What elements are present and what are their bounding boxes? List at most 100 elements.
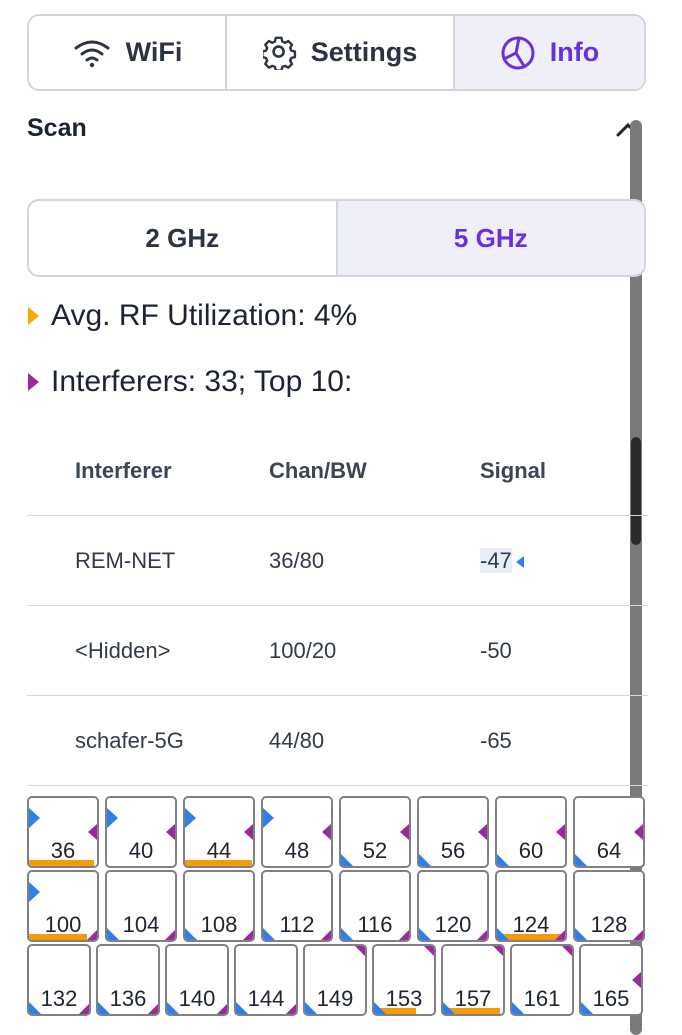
interferer-marker-icon [148,1004,158,1014]
channel-marker-icon [497,854,509,866]
interferer-name: <Hidden> [27,605,269,696]
channel-cell-48[interactable]: 48 [261,796,333,868]
interferer-marker-icon [165,930,175,940]
band-2ghz[interactable]: 2 GHz [145,222,220,253]
channel-cell-100[interactable]: 100 [27,870,99,942]
channel-utilization-bar [29,934,87,940]
channel-cell-153[interactable]: 153 [372,944,436,1016]
interferer-signal: -65 [480,695,648,786]
channel-number: 136 [109,986,147,1011]
channel-marker-icon [185,928,197,940]
tab-info[interactable]: Info [453,16,644,89]
table-row[interactable]: REM-NET 36/80 -47 [27,515,648,606]
channel-marker-icon [29,1002,41,1014]
info-globe-icon [500,35,536,71]
channel-marker-icon [305,1002,317,1014]
channel-number: 108 [200,912,238,937]
channel-marker-icon [341,854,353,866]
table-row[interactable]: schafer-5G 44/80 -65 [27,695,648,786]
channel-number: 64 [596,838,622,863]
col-header-chan-bw: Chan/BW [269,427,480,516]
channel-row-1: 36 40 44 48 52 56 60 64 [27,796,651,868]
interferer-marker-icon [555,930,565,940]
channel-cell-52[interactable]: 52 [339,796,411,868]
channel-number: 120 [434,912,472,937]
interferer-marker-icon [632,972,641,988]
channel-marker-icon [236,1002,248,1014]
channel-cell-144[interactable]: 144 [234,944,298,1016]
channel-cell-132[interactable]: 132 [27,944,91,1016]
channel-cell-165[interactable]: 165 [579,944,643,1016]
channel-cell-36[interactable]: 36 [27,796,99,868]
channel-cell-149[interactable]: 149 [303,944,367,1016]
interferer-marker-icon [321,930,331,940]
interferer-marker-icon [286,1004,296,1014]
channel-marker-icon [581,1002,593,1014]
channel-number: 128 [590,912,628,937]
channel-marker-icon [443,1002,455,1014]
channel-utilization-bar [29,860,94,866]
channel-marker-icon [167,1002,179,1014]
channel-marker-icon [575,928,587,940]
channel-cell-112[interactable]: 112 [261,870,333,942]
channel-cell-157[interactable]: 157 [441,944,505,1016]
interferer-marker-icon [166,824,175,840]
channel-marker-icon [29,808,40,828]
band-5ghz[interactable]: 5 GHz [335,201,644,275]
channel-cell-40[interactable]: 40 [105,796,177,868]
channel-cell-116[interactable]: 116 [339,870,411,942]
channel-marker-icon [374,1002,386,1014]
channel-cell-56[interactable]: 56 [417,796,489,868]
band-toggle: 2 GHz 5 GHz [27,199,646,277]
tab-wifi-label: WiFi [125,37,183,67]
channel-number: 140 [178,986,216,1011]
interferer-marker-icon [400,824,409,840]
interferer-marker-icon [322,824,331,840]
tab-settings[interactable]: Settings [225,16,453,89]
interferer-marker-icon [424,946,434,956]
channel-cell-140[interactable]: 140 [165,944,229,1016]
scan-section-title: Scan [27,114,87,142]
table-row[interactable]: <Hidden> 100/20 -50 [27,605,648,696]
channel-cell-128[interactable]: 128 [573,870,645,942]
channel-number: 116 [357,912,393,937]
channel-cell-64[interactable]: 64 [573,796,645,868]
channel-utilization-bar [443,1008,500,1014]
channel-marker-icon [419,854,431,866]
channel-utilization-bar [374,1008,416,1014]
tab-wifi[interactable]: WiFi [29,16,225,89]
channel-number: 153 [385,986,423,1011]
channel-number: 56 [440,838,466,863]
channel-marker-icon [341,928,353,940]
wifi-icon [72,38,112,68]
interferer-chan: 44/80 [269,695,480,786]
channel-cell-60[interactable]: 60 [495,796,567,868]
interferer-marker-icon [478,824,487,840]
channel-number: 52 [362,838,388,863]
caret-left-icon [515,555,524,568]
channel-cell-108[interactable]: 108 [183,870,255,942]
col-header-signal: Signal [480,427,648,516]
tab-settings-label: Settings [310,37,418,67]
interferer-name: REM-NET [27,515,269,606]
interferer-marker-icon [399,930,409,940]
channel-cell-120[interactable]: 120 [417,870,489,942]
rf-utilization-stat: Avg. RF Utilization: 4% [28,299,357,333]
channel-number: 100 [44,912,82,937]
interferer-marker-icon [355,946,365,956]
channel-number: 40 [128,838,154,863]
interferer-marker-icon [556,824,565,840]
channel-number: 144 [247,986,285,1011]
channel-row-2: 100 104 108 112 116 120 124 128 [27,870,651,942]
rf-utilization-text: Avg. RF Utilization: 4% [51,299,358,332]
interferer-marker-icon [477,930,487,940]
channel-cell-44[interactable]: 44 [183,796,255,868]
channel-cell-104[interactable]: 104 [105,870,177,942]
channel-cell-124[interactable]: 124 [495,870,567,942]
interferer-signal: -47 [480,547,512,573]
channel-utilization-bar [497,934,565,940]
channel-cell-136[interactable]: 136 [96,944,160,1016]
channel-cell-161[interactable]: 161 [510,944,574,1016]
channel-number: 44 [206,838,232,863]
interferer-name: schafer-5G [27,695,269,786]
